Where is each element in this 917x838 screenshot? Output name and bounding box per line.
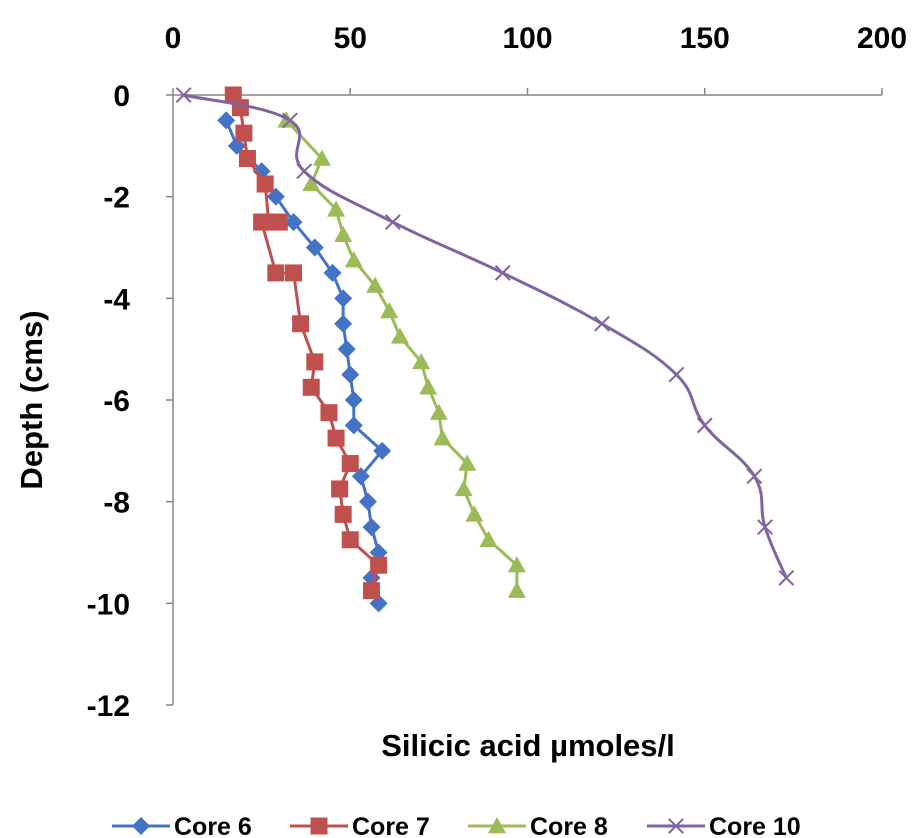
data-point — [458, 454, 477, 471]
y-tick-label: -4 — [103, 283, 130, 316]
data-point — [488, 817, 506, 834]
data-point — [334, 314, 353, 333]
data-point — [341, 455, 359, 473]
data-point — [507, 581, 526, 598]
data-point — [384, 214, 401, 230]
data-point — [302, 174, 321, 192]
data-point — [285, 264, 303, 282]
data-point — [344, 391, 363, 409]
data-point — [454, 479, 473, 497]
y-tick-label: -8 — [103, 487, 130, 520]
legend-item: Core 10 — [647, 813, 801, 838]
x-tick-label: 150 — [680, 22, 730, 55]
data-point — [327, 200, 346, 217]
series-line — [224, 119, 385, 604]
data-point — [217, 111, 236, 130]
legend-label: Core 10 — [709, 813, 801, 838]
data-point — [331, 480, 349, 498]
y-tick-label: 0 — [113, 80, 130, 113]
y-axis-ticks: 0 -2 -4 -6 -8 -10 -12 — [87, 80, 173, 723]
data-point — [507, 556, 526, 573]
legend-item: Core 8 — [468, 813, 608, 838]
plot-series — [175, 86, 795, 613]
data-point — [757, 519, 773, 535]
data-point — [668, 366, 685, 383]
series-line — [183, 93, 788, 579]
data-point — [594, 315, 610, 332]
legend: Core 6 Core 7 Core 8 Core 10 — [112, 813, 801, 838]
data-point — [296, 163, 313, 180]
data-point — [334, 289, 353, 308]
data-point — [429, 403, 448, 420]
data-point — [465, 505, 484, 522]
series-core-7 — [224, 86, 388, 600]
data-point — [312, 149, 331, 166]
data-point — [344, 251, 363, 268]
data-point — [419, 378, 438, 395]
y-tick-label: -2 — [103, 182, 130, 215]
data-point — [778, 570, 795, 586]
data-point — [370, 556, 388, 574]
data-point — [320, 404, 338, 422]
data-point — [358, 492, 377, 511]
y-tick-label: -12 — [87, 690, 130, 723]
data-point — [302, 378, 320, 396]
data-point — [344, 416, 363, 435]
legend-label: Core 7 — [352, 813, 430, 838]
data-point — [479, 530, 498, 547]
data-point — [337, 340, 356, 359]
legend-label: Core 6 — [174, 813, 252, 838]
data-point — [175, 87, 192, 103]
data-point — [412, 352, 431, 370]
data-point — [334, 225, 353, 242]
data-point — [362, 518, 381, 537]
data-point — [310, 817, 328, 835]
x-tick-label: 50 — [334, 22, 367, 55]
data-point — [390, 327, 409, 344]
data-point — [306, 353, 324, 371]
legend-label: Core 8 — [530, 813, 608, 838]
y-tick-label: -10 — [87, 588, 130, 621]
y-tick-label: -6 — [103, 385, 130, 418]
data-point — [433, 429, 452, 446]
data-point — [256, 175, 274, 193]
data-point — [334, 505, 352, 523]
y-axis-title: Depth (cms) — [14, 310, 49, 489]
data-point — [366, 276, 385, 293]
data-point — [235, 124, 253, 142]
data-point — [253, 213, 271, 231]
data-point — [238, 150, 256, 168]
data-point — [292, 315, 310, 333]
data-point — [668, 818, 684, 834]
data-point — [373, 441, 392, 460]
data-point — [231, 99, 249, 117]
data-point — [284, 213, 303, 232]
series-core-10 — [175, 87, 795, 586]
data-point — [341, 531, 359, 549]
data-point — [380, 302, 399, 319]
data-point — [494, 265, 511, 281]
data-point — [696, 417, 713, 434]
x-tick-label: 200 — [857, 22, 907, 55]
data-point — [270, 213, 288, 231]
data-point — [305, 238, 324, 257]
series-core-6 — [217, 111, 392, 613]
data-point — [267, 264, 285, 282]
data-point — [327, 429, 345, 447]
legend-item: Core 6 — [112, 813, 252, 838]
data-point — [132, 817, 150, 835]
data-point — [363, 582, 381, 600]
axes — [172, 94, 882, 705]
x-tick-label: 100 — [502, 22, 552, 55]
data-point — [341, 365, 360, 384]
data-point — [282, 112, 298, 129]
x-axis-title: Silicic acid µmoles/l — [381, 728, 675, 763]
data-point — [746, 468, 763, 485]
x-tick-label: 0 — [165, 22, 182, 55]
data-point — [323, 263, 342, 282]
legend-item: Core 7 — [290, 813, 430, 838]
x-axis-ticks: 0 50 100 150 200 — [165, 22, 907, 95]
